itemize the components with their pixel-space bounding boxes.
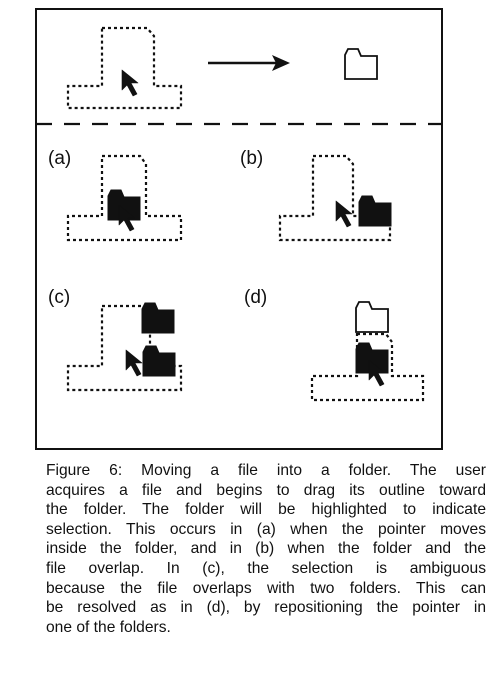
- panel-label-a: (a): [48, 148, 71, 169]
- caption-line: file overlap. In (c), the selection is a…: [46, 559, 486, 577]
- figure-frame: [35, 8, 443, 450]
- figure-caption: Figure 6: Moving a file into a folder. T…: [46, 461, 486, 637]
- folder-filled-icon: [142, 345, 176, 377]
- panel-label-d: (d): [244, 287, 267, 308]
- caption-line: selection. This occurs in (a) when the p…: [46, 520, 486, 538]
- file-outline-icon: [66, 26, 183, 110]
- panel-d: (d): [244, 287, 425, 402]
- caption-line: inside the folder, and in (b) when the f…: [46, 540, 486, 558]
- file-outline-icon: [278, 154, 392, 242]
- folder-filled-icon: [141, 302, 175, 334]
- file-outline-icon: [66, 154, 183, 242]
- caption-line: be resolved as in (d), by repositioning …: [46, 599, 486, 617]
- file-outline-icon: [310, 332, 425, 402]
- panel-b: (b): [240, 148, 392, 242]
- caption-line: one of the folders.: [46, 618, 171, 636]
- caption-line: because the file overlaps with two folde…: [46, 579, 486, 597]
- folder-outline-icon: [344, 48, 378, 80]
- caption-line: acquires a file and begins to drag its o…: [46, 481, 486, 499]
- panel-a: (a): [48, 148, 183, 242]
- figure-diagram: (a) (b) (c) (d): [35, 8, 443, 450]
- caption-line: Figure 6: Moving a file into a folder. T…: [46, 462, 486, 479]
- pointer-arrow-icon: [125, 349, 143, 377]
- file-outline-icon: [66, 304, 183, 392]
- pointer-arrow-icon: [121, 69, 139, 97]
- top-scene: [66, 26, 378, 110]
- panel-label-c: (c): [48, 287, 70, 308]
- panel-c: (c): [48, 287, 183, 392]
- pointer-arrow-icon: [335, 200, 353, 228]
- folder-outline-icon: [355, 301, 389, 333]
- right-arrow-icon: [208, 55, 290, 71]
- caption-line: the folder. The folder will be highlight…: [46, 501, 486, 519]
- folder-filled-icon: [358, 195, 392, 227]
- panel-label-b: (b): [240, 148, 263, 169]
